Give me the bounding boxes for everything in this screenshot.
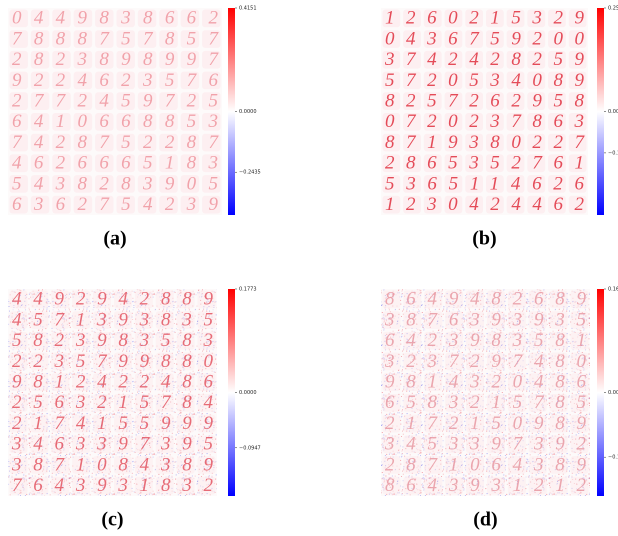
colorbar-tick-label: 0.00 (608, 390, 618, 396)
colorbar-tick-label: −0.1 (608, 150, 618, 156)
panel-label: (d) (473, 509, 497, 531)
colorbar-tick-label: 0.1773 (239, 287, 257, 293)
colorbar (597, 289, 604, 496)
colorbar (597, 8, 604, 215)
colorbar-tick-label: 0.4151 (239, 6, 257, 12)
figure: 0449838662788875785728238989979224623576… (0, 0, 618, 536)
colorbar-tick-label: 0.0000 (239, 390, 257, 396)
colorbar-tick-label: −0.1 (608, 455, 618, 461)
panel-label: (a) (103, 228, 126, 250)
colorbar-tick-label: −0.2435 (239, 170, 261, 176)
colorbar-tick-label: 0.0000 (239, 109, 257, 115)
colorbar (228, 8, 235, 215)
colorbar-tick-label: 0.00 (608, 109, 618, 115)
panel-label: (b) (472, 228, 496, 250)
panel-label: (c) (101, 509, 123, 531)
colorbar-tick-label: 0.16 (608, 287, 618, 293)
colorbar (228, 289, 235, 496)
colorbar-tick-label: 0.25 (608, 6, 618, 12)
colorbar-tick-label: −0.0947 (239, 445, 261, 451)
